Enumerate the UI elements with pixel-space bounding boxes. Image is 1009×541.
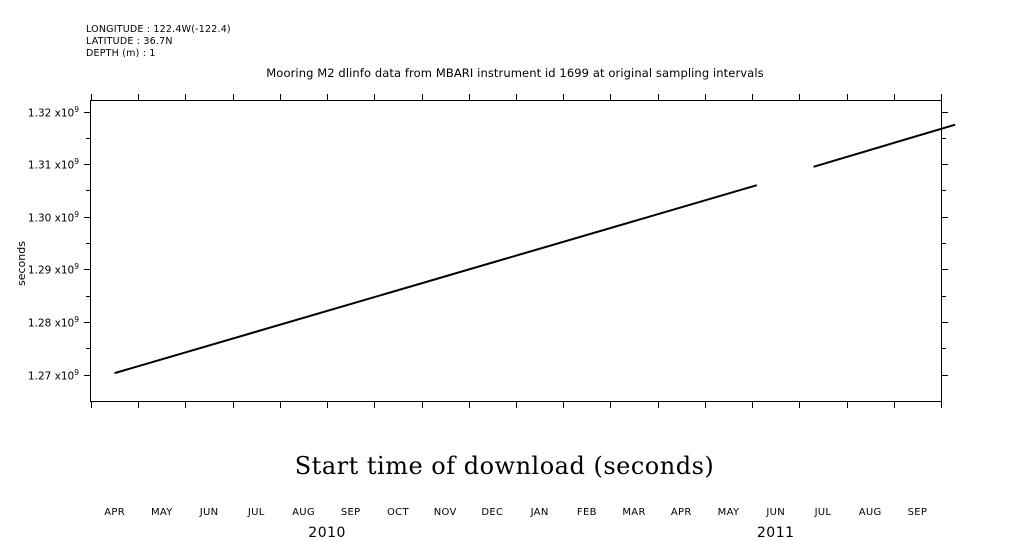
- y-axis-tick: [84, 111, 91, 113]
- x-axis-month-label: APR: [104, 507, 125, 518]
- x-axis-month-label: MAR: [622, 507, 646, 518]
- x-axis-tick: [421, 401, 423, 408]
- x-axis-tick-top: [91, 94, 92, 101]
- y-axis-minor-tick: [86, 295, 91, 297]
- y-axis-minor-tick: [86, 137, 91, 139]
- x-axis-month-label: AUG: [858, 507, 882, 518]
- y-axis-minor-tick: [941, 348, 946, 350]
- data-line-segment-1: [114, 184, 758, 375]
- x-axis-tick-top: [610, 94, 612, 101]
- y-axis-label: 1.28 x109: [27, 314, 79, 330]
- x-axis-tick: [138, 401, 140, 408]
- x-axis-month-label: JUN: [766, 507, 786, 518]
- x-axis-tick: [279, 401, 281, 408]
- x-axis-tick-end: [941, 401, 942, 408]
- x-axis-month-label: MAY: [150, 507, 173, 518]
- x-axis-tick: [516, 401, 517, 408]
- x-axis-tick: [232, 401, 234, 408]
- y-axis-minor-tick: [86, 243, 91, 245]
- y-axis-minor-tick: [86, 190, 91, 192]
- x-axis-title: Start time of download (seconds): [294, 452, 715, 480]
- x-axis-tick-top: [185, 94, 187, 101]
- y-axis-tick: [84, 269, 91, 271]
- x-axis-month-label: FEB: [576, 507, 597, 518]
- data-line-segment-2: [813, 123, 956, 168]
- longitude-annotation: LONGITUDE : 122.4W(-122.4): [86, 24, 231, 35]
- x-axis-tick-top: [563, 94, 565, 101]
- x-axis-tick: [846, 401, 848, 408]
- x-axis-tick-top: [704, 94, 706, 101]
- x-axis-tick-top: [846, 94, 848, 101]
- y-axis-minor-tick: [941, 190, 946, 192]
- x-axis-month-label: SEP: [907, 507, 928, 518]
- x-axis-tick-top: [327, 94, 329, 101]
- y-axis-label: 1.31 x109: [27, 156, 79, 172]
- y-axis-minor-tick: [941, 295, 946, 297]
- x-axis-year-label: 2010: [308, 525, 346, 541]
- x-axis-tick: [657, 401, 659, 408]
- x-axis-tick-top: [657, 94, 659, 101]
- x-axis-tick-top: [752, 94, 754, 101]
- y-axis-tick-right: [941, 322, 948, 324]
- x-axis-tick: [752, 401, 754, 408]
- x-axis-month-label: DEC: [481, 507, 504, 518]
- y-axis-tick: [84, 216, 91, 218]
- x-axis-tick: [185, 401, 187, 408]
- x-axis-tick-top: [893, 94, 895, 101]
- x-axis-tick-top: [279, 94, 281, 101]
- x-axis-tick-top: [232, 94, 234, 101]
- data-line-layer: [114, 123, 956, 375]
- y-axis-minor-tick: [941, 243, 946, 245]
- x-axis-tick: [799, 401, 801, 408]
- chart-title: Mooring M2 dlinfo data from MBARI instru…: [266, 66, 764, 80]
- y-axis-label: 1.29 x109: [27, 262, 79, 277]
- y-axis-tick: [84, 374, 91, 376]
- x-axis-month-label: AUG: [292, 507, 315, 518]
- chart-screenshot: LONGITUDE : 122.4W(-122.4) LATITUDE : 36…: [15, 24, 956, 541]
- x-axis-tick-top: [468, 94, 470, 101]
- y-axis-tick: [84, 164, 91, 166]
- latitude-annotation: LATITUDE : 36.7N: [86, 36, 173, 47]
- x-axis-month-label: JAN: [530, 507, 549, 518]
- x-axis-tick: [610, 401, 612, 408]
- y-axis-label: 1.32 x109: [27, 104, 79, 119]
- x-axis-month-label: JUL: [814, 507, 832, 518]
- y-axis-tick-right: [941, 164, 948, 166]
- y-axis-tick-right: [941, 374, 948, 376]
- x-axis-year-label: 2011: [756, 525, 795, 541]
- x-axis-month-label: MAY: [717, 507, 740, 518]
- y-axis-minor-tick: [941, 137, 946, 139]
- y-axis-label: 1.30 x109: [27, 209, 79, 225]
- x-axis-tick: [468, 401, 470, 408]
- x-axis-month-label: NOV: [433, 507, 457, 518]
- x-axis-month-label: SEP: [340, 507, 361, 518]
- depth-annotation: DEPTH (m) : 1: [86, 48, 156, 59]
- x-axis-tick-top: [138, 94, 140, 101]
- x-axis-tick: [563, 401, 565, 408]
- y-axis-tick-right: [941, 216, 948, 218]
- x-axis-tick: [91, 401, 92, 408]
- x-axis-month-label: JUN: [199, 507, 219, 518]
- x-axis-tick-top: [799, 94, 801, 101]
- x-axis-month-label: APR: [670, 507, 692, 518]
- x-axis-tick: [704, 401, 706, 408]
- x-axis-tick: [374, 401, 376, 408]
- plot-frame: 1.32 x109 1.31 x109 1.30 x109 1.29 x109 1.28…: [15, 94, 956, 541]
- y-axis-tick-right: [941, 111, 948, 113]
- x-axis-month-label: OCT: [387, 507, 409, 518]
- y-axis-title: seconds: [15, 241, 28, 286]
- x-axis-tick: [327, 401, 329, 408]
- y-axis-tick-right: [941, 269, 948, 271]
- y-axis-minor-tick: [86, 348, 91, 350]
- x-axis-tick-top: [421, 94, 423, 101]
- x-axis-tick-top: [516, 94, 517, 101]
- x-axis-month-label: JUL: [247, 507, 265, 518]
- y-axis-tick: [84, 322, 91, 324]
- x-axis-tick-top: [374, 94, 376, 101]
- y-axis-label: 1.27 x109: [27, 367, 79, 382]
- x-axis-tick-end: [941, 94, 942, 101]
- x-axis-tick: [893, 401, 895, 408]
